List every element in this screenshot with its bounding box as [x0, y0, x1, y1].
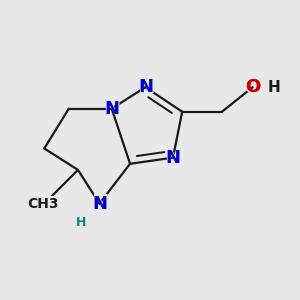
Text: N: N	[91, 194, 108, 214]
Text: N: N	[104, 100, 119, 118]
Text: N: N	[92, 195, 107, 213]
Text: N: N	[166, 149, 181, 167]
Text: N: N	[164, 148, 182, 168]
Text: O: O	[244, 77, 262, 97]
Text: N: N	[138, 78, 153, 96]
Text: CH3: CH3	[27, 196, 58, 211]
Text: O: O	[245, 78, 260, 96]
Text: O: O	[244, 77, 262, 97]
Text: H: H	[76, 215, 86, 229]
Text: N: N	[103, 99, 120, 118]
Text: H: H	[268, 80, 281, 95]
Text: O: O	[245, 78, 260, 96]
Text: N: N	[137, 77, 154, 97]
